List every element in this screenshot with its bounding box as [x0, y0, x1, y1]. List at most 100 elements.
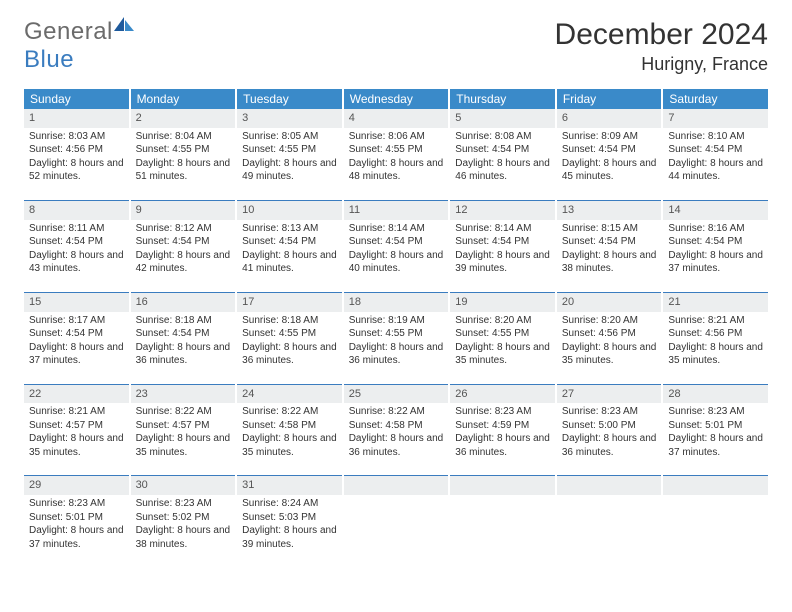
sunrise-line: Sunrise: 8:17 AM	[29, 314, 124, 328]
day-header: Sunday	[24, 89, 129, 109]
daylight-line: Daylight: 8 hours and 35 minutes.	[562, 341, 657, 368]
sunset-line: Sunset: 4:56 PM	[29, 143, 124, 157]
sunset-line: Sunset: 4:59 PM	[455, 419, 550, 433]
day-number: 10	[237, 201, 342, 220]
sunset-line: Sunset: 4:54 PM	[136, 327, 231, 341]
day-number: 28	[663, 385, 768, 404]
calendar-cell	[557, 475, 662, 567]
calendar-cell: 25Sunrise: 8:22 AMSunset: 4:58 PMDayligh…	[344, 384, 449, 476]
daylight-line: Daylight: 8 hours and 35 minutes.	[242, 432, 337, 459]
calendar-grid: SundayMondayTuesdayWednesdayThursdayFrid…	[24, 89, 768, 567]
sunset-line: Sunset: 4:54 PM	[136, 235, 231, 249]
calendar-cell: 7Sunrise: 8:10 AMSunset: 4:54 PMDaylight…	[663, 109, 768, 200]
daylight-line: Daylight: 8 hours and 35 minutes.	[29, 432, 124, 459]
daylight-line: Daylight: 8 hours and 38 minutes.	[136, 524, 231, 551]
cell-body: Sunrise: 8:20 AMSunset: 4:56 PMDaylight:…	[557, 314, 662, 368]
day-number: 30	[131, 476, 236, 495]
cell-body: Sunrise: 8:08 AMSunset: 4:54 PMDaylight:…	[450, 130, 555, 184]
calendar-cell: 29Sunrise: 8:23 AMSunset: 5:01 PMDayligh…	[24, 475, 129, 567]
day-number: 6	[557, 109, 662, 128]
logo-text: GeneralBlue	[24, 18, 134, 74]
cell-body: Sunrise: 8:24 AMSunset: 5:03 PMDaylight:…	[237, 497, 342, 551]
daylight-line: Daylight: 8 hours and 36 minutes.	[136, 341, 231, 368]
sunset-line: Sunset: 4:56 PM	[668, 327, 763, 341]
day-number: 13	[557, 201, 662, 220]
sunset-line: Sunset: 4:54 PM	[349, 235, 444, 249]
daylight-line: Daylight: 8 hours and 36 minutes.	[349, 432, 444, 459]
daylight-line: Daylight: 8 hours and 37 minutes.	[29, 524, 124, 551]
sunrise-line: Sunrise: 8:14 AM	[455, 222, 550, 236]
sunrise-line: Sunrise: 8:23 AM	[29, 497, 124, 511]
calendar-cell: 2Sunrise: 8:04 AMSunset: 4:55 PMDaylight…	[131, 109, 236, 200]
daylight-line: Daylight: 8 hours and 39 minutes.	[242, 524, 337, 551]
sunrise-line: Sunrise: 8:21 AM	[29, 405, 124, 419]
day-header: Wednesday	[344, 89, 449, 109]
day-number: 20	[557, 293, 662, 312]
sunset-line: Sunset: 4:54 PM	[562, 143, 657, 157]
daylight-line: Daylight: 8 hours and 35 minutes.	[455, 341, 550, 368]
logo: GeneralBlue	[24, 18, 134, 74]
sunrise-line: Sunrise: 8:20 AM	[562, 314, 657, 328]
sunrise-line: Sunrise: 8:21 AM	[668, 314, 763, 328]
cell-body: Sunrise: 8:23 AMSunset: 5:00 PMDaylight:…	[557, 405, 662, 459]
day-header: Thursday	[450, 89, 555, 109]
sunrise-line: Sunrise: 8:22 AM	[242, 405, 337, 419]
sunrise-line: Sunrise: 8:08 AM	[455, 130, 550, 144]
calendar-cell: 16 Sunrise: 8:18 AMSunset: 4:54 PMDayligh…	[131, 292, 236, 384]
calendar-cell: 14Sunrise: 8:16 AMSunset: 4:54 PMDayligh…	[663, 200, 768, 292]
daylight-line: Daylight: 8 hours and 36 minutes.	[455, 432, 550, 459]
sunset-line: Sunset: 5:02 PM	[136, 511, 231, 525]
sunrise-line: Sunrise: 8:18 AM	[136, 314, 231, 328]
calendar-cell: 10Sunrise: 8:13 AMSunset: 4:54 PMDayligh…	[237, 200, 342, 292]
day-number: 24	[237, 385, 342, 404]
cell-body: Sunrise: 8:10 AMSunset: 4:54 PMDaylight:…	[663, 130, 768, 184]
calendar-cell: 26Sunrise: 8:23 AMSunset: 4:59 PMDayligh…	[450, 384, 555, 476]
sunset-line: Sunset: 4:54 PM	[668, 235, 763, 249]
calendar-cell: 24Sunrise: 8:22 AMSunset: 4:58 PMDayligh…	[237, 384, 342, 476]
calendar-cell: 23Sunrise: 8:22 AMSunset: 4:57 PMDayligh…	[131, 384, 236, 476]
daylight-line: Daylight: 8 hours and 37 minutes.	[668, 432, 763, 459]
day-number: 4	[344, 109, 449, 128]
day-number-empty	[663, 476, 768, 495]
day-number: 26	[450, 385, 555, 404]
day-header: Tuesday	[237, 89, 342, 109]
day-number-empty	[344, 476, 449, 495]
cell-body: Sunrise: 8:18 AMSunset: 4:55 PMDaylight:…	[237, 314, 342, 368]
daylight-line: Daylight: 8 hours and 35 minutes.	[136, 432, 231, 459]
sunset-line: Sunset: 4:58 PM	[242, 419, 337, 433]
sunset-line: Sunset: 4:55 PM	[349, 143, 444, 157]
calendar-cell: 17Sunrise: 8:18 AMSunset: 4:55 PMDayligh…	[237, 292, 342, 384]
day-number: 16	[131, 293, 236, 312]
sunset-line: Sunset: 5:01 PM	[29, 511, 124, 525]
day-number: 14	[663, 201, 768, 220]
calendar-cell: 19Sunrise: 8:20 AMSunset: 4:55 PMDayligh…	[450, 292, 555, 384]
sunrise-line: Sunrise: 8:10 AM	[668, 130, 763, 144]
sunset-line: Sunset: 4:55 PM	[136, 143, 231, 157]
sunset-line: Sunset: 4:54 PM	[562, 235, 657, 249]
month-title: December 2024	[555, 18, 768, 52]
sunset-line: Sunset: 4:54 PM	[455, 235, 550, 249]
cell-body: Sunrise: 8:19 AMSunset: 4:55 PMDaylight:…	[344, 314, 449, 368]
day-header: Saturday	[663, 89, 768, 109]
cell-body: Sunrise: 8:17 AMSunset: 4:54 PMDaylight:…	[24, 314, 129, 368]
daylight-line: Daylight: 8 hours and 37 minutes.	[668, 249, 763, 276]
daylight-line: Daylight: 8 hours and 36 minutes.	[242, 341, 337, 368]
cell-body: Sunrise: 8:23 AMSunset: 4:59 PMDaylight:…	[450, 405, 555, 459]
sunrise-line: Sunrise: 8:23 AM	[136, 497, 231, 511]
sunset-line: Sunset: 4:54 PM	[668, 143, 763, 157]
day-header: Friday	[557, 89, 662, 109]
cell-body: Sunrise: 8:23 AMSunset: 5:01 PMDaylight:…	[663, 405, 768, 459]
sunrise-line: Sunrise: 8:14 AM	[349, 222, 444, 236]
cell-body: Sunrise: 8:04 AMSunset: 4:55 PMDaylight:…	[131, 130, 236, 184]
calendar-cell	[344, 475, 449, 567]
day-number: 18	[344, 293, 449, 312]
daylight-line: Daylight: 8 hours and 41 minutes.	[242, 249, 337, 276]
sunset-line: Sunset: 4:56 PM	[562, 327, 657, 341]
day-number-empty	[450, 476, 555, 495]
daylight-line: Daylight: 8 hours and 45 minutes.	[562, 157, 657, 184]
cell-body: Sunrise: 8:14 AMSunset: 4:54 PMDaylight:…	[344, 222, 449, 276]
sunrise-line: Sunrise: 8:13 AM	[242, 222, 337, 236]
daylight-line: Daylight: 8 hours and 48 minutes.	[349, 157, 444, 184]
cell-body: Sunrise: 8:21 AMSunset: 4:57 PMDaylight:…	[24, 405, 129, 459]
sunset-line: Sunset: 4:54 PM	[29, 327, 124, 341]
